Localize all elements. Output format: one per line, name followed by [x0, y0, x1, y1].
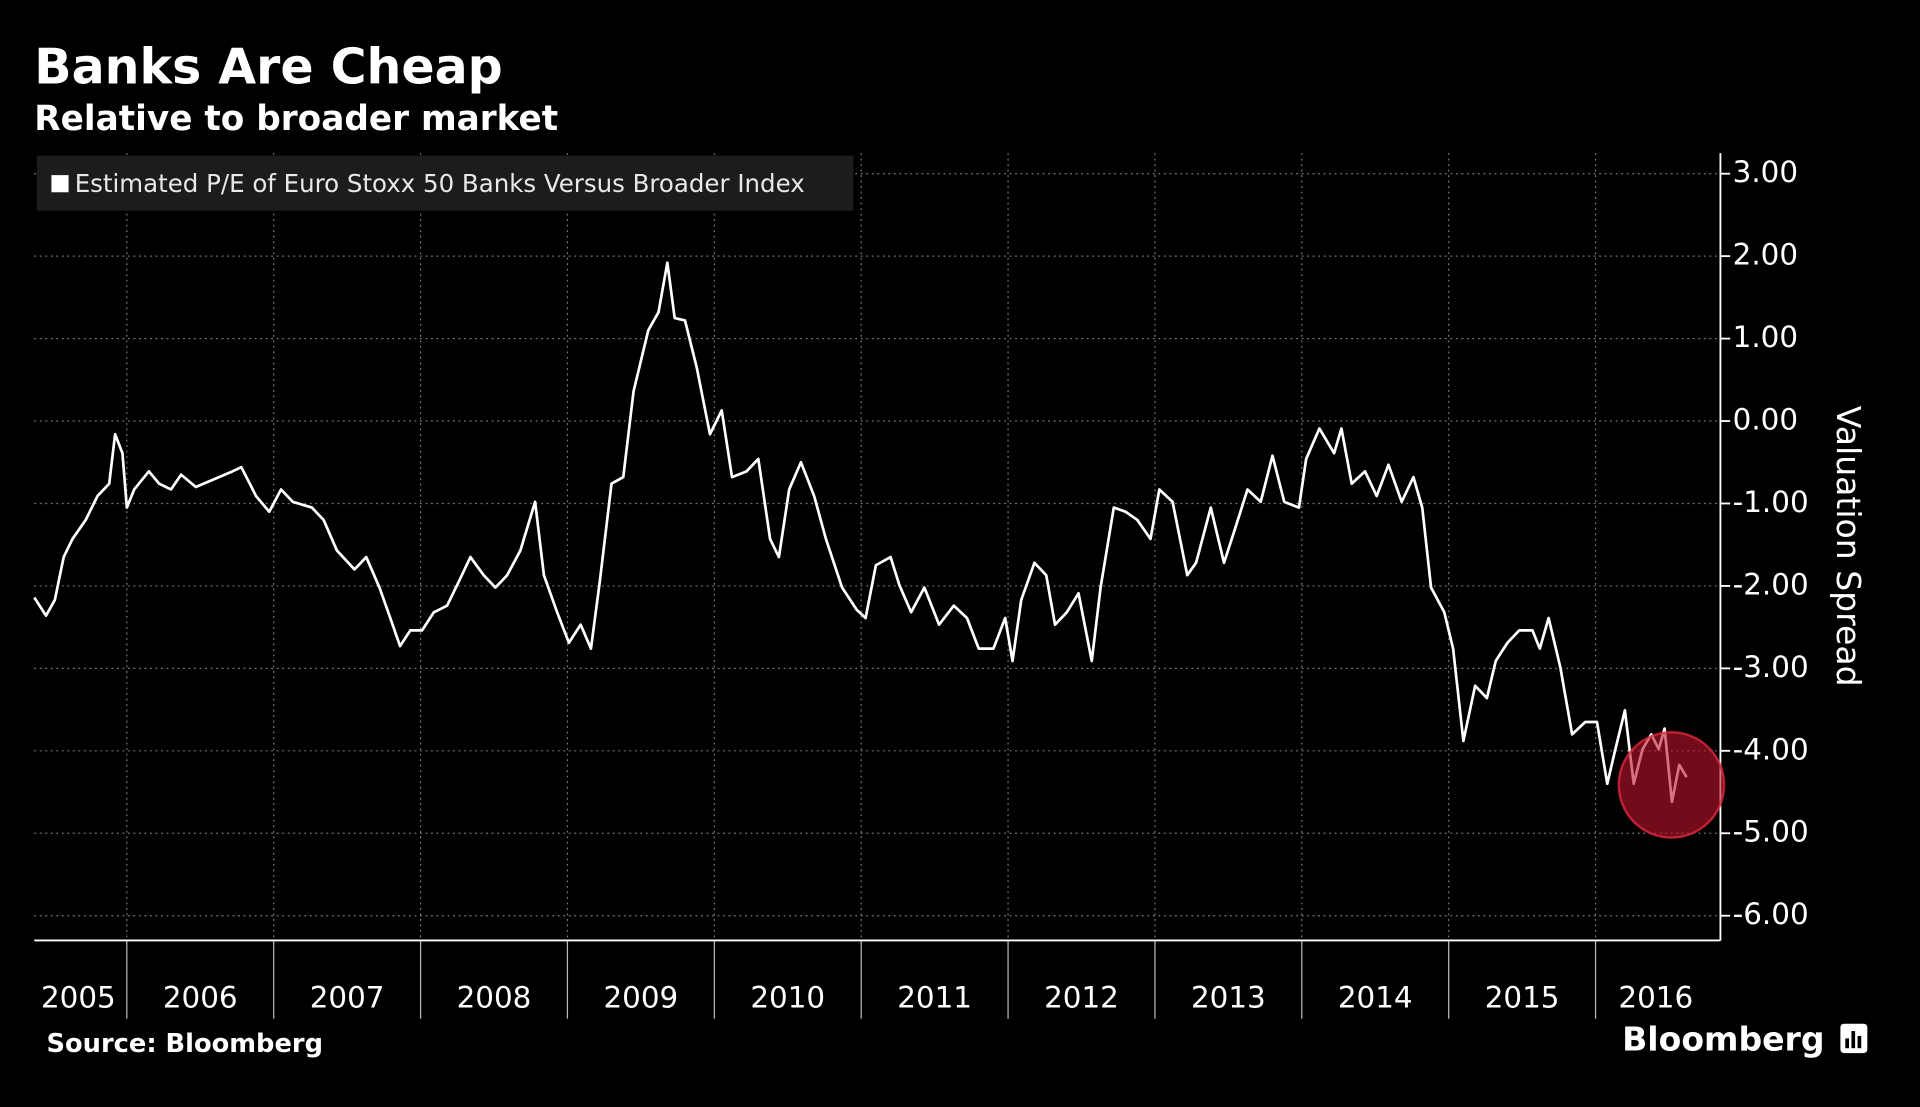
x-tick-label: 2008	[457, 981, 532, 1015]
x-tick-label: 2013	[1191, 981, 1266, 1015]
x-tick-label: 2007	[310, 981, 385, 1015]
x-tick-label: 2010	[750, 981, 825, 1015]
x-tick-label: 2014	[1338, 981, 1413, 1015]
y-tick-label: 2.00	[1733, 238, 1798, 272]
highlight-circle	[1617, 731, 1726, 839]
y-axis-label: Valuation Spread	[1829, 406, 1868, 687]
y-tick-label: -6.00	[1733, 897, 1809, 931]
y-tick-label: -4.00	[1733, 732, 1809, 766]
x-tick-label: 2016	[1618, 981, 1693, 1015]
x-tick-label: 2006	[163, 981, 238, 1015]
legend: Estimated P/E of Euro Stoxx 50 Banks Ver…	[36, 155, 854, 211]
y-tick-label: -5.00	[1733, 815, 1809, 849]
x-tick-label: 2005	[41, 981, 116, 1015]
y-tick-label: -2.00	[1733, 567, 1809, 601]
x-tick-label: 2012	[1044, 981, 1119, 1015]
legend-swatch	[51, 175, 69, 193]
y-tick-label: 0.00	[1733, 403, 1798, 437]
y-tick-label: -3.00	[1733, 650, 1809, 684]
line-series	[33, 261, 1688, 804]
y-tick-label: 3.00	[1733, 155, 1798, 189]
source: Source: Bloomberg	[47, 1029, 323, 1059]
legend-box	[36, 155, 854, 211]
brand-icon	[1840, 1023, 1868, 1054]
x-tick-label: 2015	[1485, 981, 1560, 1015]
legend-label: Estimated P/E of Euro Stoxx 50 Banks Ver…	[75, 169, 805, 198]
y-tick-label: 1.00	[1733, 320, 1798, 354]
y-tick-label: -1.00	[1733, 485, 1809, 519]
x-tick-label: 2009	[603, 981, 678, 1015]
brand: Bloomberg	[1622, 1020, 1824, 1059]
x-tick-label: 2011	[897, 981, 972, 1015]
chart-title: Banks Are Cheap	[34, 38, 502, 95]
chart-subtitle: Relative to broader market	[34, 99, 558, 139]
